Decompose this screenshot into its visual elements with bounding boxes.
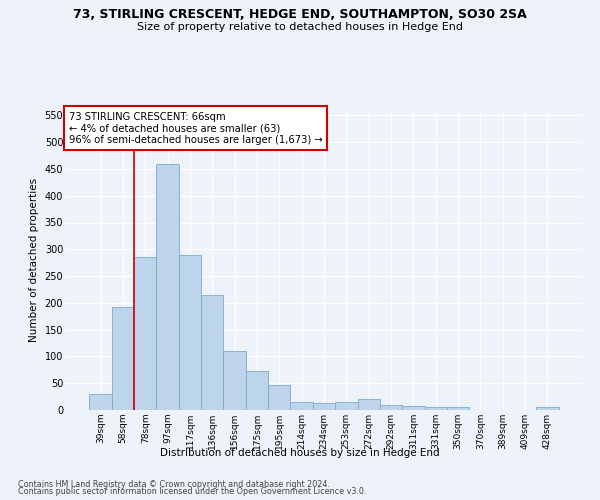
Text: 73 STIRLING CRESCENT: 66sqm
← 4% of detached houses are smaller (63)
96% of semi: 73 STIRLING CRESCENT: 66sqm ← 4% of deta… xyxy=(68,112,322,144)
Bar xyxy=(223,351,246,410)
Bar xyxy=(134,258,157,410)
Text: Distribution of detached houses by size in Hedge End: Distribution of detached houses by size … xyxy=(160,448,440,458)
Bar xyxy=(89,394,112,410)
Text: 73, STIRLING CRESCENT, HEDGE END, SOUTHAMPTON, SO30 2SA: 73, STIRLING CRESCENT, HEDGE END, SOUTHA… xyxy=(73,8,527,20)
Y-axis label: Number of detached properties: Number of detached properties xyxy=(29,178,39,342)
Bar xyxy=(268,385,290,410)
Bar xyxy=(290,402,313,410)
Text: Size of property relative to detached houses in Hedge End: Size of property relative to detached ho… xyxy=(137,22,463,32)
Bar xyxy=(179,254,201,410)
Bar xyxy=(112,307,134,410)
Bar xyxy=(335,402,358,410)
Bar xyxy=(447,408,469,410)
Bar xyxy=(380,404,402,410)
Bar xyxy=(425,408,447,410)
Text: Contains public sector information licensed under the Open Government Licence v3: Contains public sector information licen… xyxy=(18,488,367,496)
Bar xyxy=(246,372,268,410)
Bar xyxy=(402,406,425,410)
Bar xyxy=(157,164,179,410)
Bar xyxy=(358,400,380,410)
Text: Contains HM Land Registry data © Crown copyright and database right 2024.: Contains HM Land Registry data © Crown c… xyxy=(18,480,330,489)
Bar xyxy=(201,295,223,410)
Bar xyxy=(536,407,559,410)
Bar xyxy=(313,403,335,410)
